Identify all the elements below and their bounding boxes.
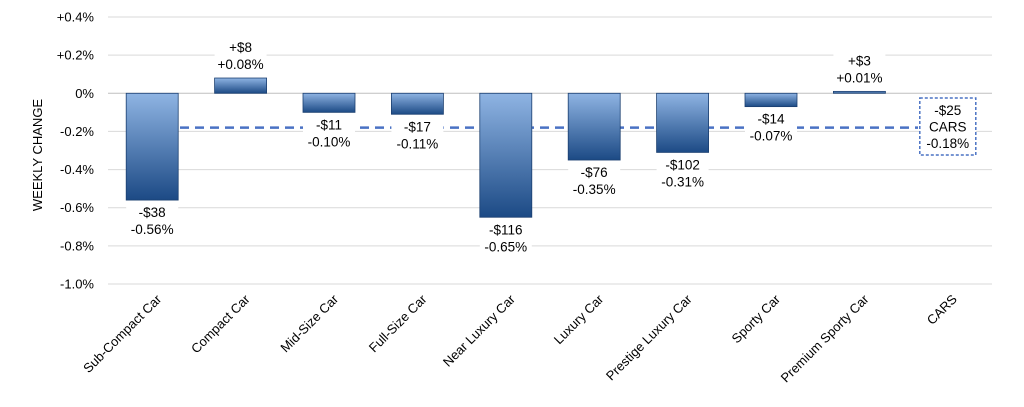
reference-label-line: CARS <box>929 120 967 135</box>
y-tick-label: -1.0% <box>60 277 94 292</box>
data-label-dollar: +$3 <box>848 53 871 68</box>
bars <box>125 77 886 218</box>
data-label-dollar: -$14 <box>757 112 785 127</box>
bar-premium-sporty-car <box>833 90 886 94</box>
x-category-label: Full-Size Car <box>366 291 430 355</box>
data-labels: -$38 -0.56% +$8 +0.08% -$11 -0.10% -$17 -0.11% -… <box>126 39 977 256</box>
y-tick-label: -0.8% <box>60 238 94 253</box>
data-label-percent: -0.31% <box>661 174 704 189</box>
y-tick-label: +0.4% <box>57 10 95 25</box>
data-label-percent: +0.01% <box>836 70 882 85</box>
data-label-dollar: -$17 <box>404 119 431 134</box>
reference-label-line: -$25 <box>934 103 961 118</box>
data-label-dollar: -$38 <box>139 205 166 220</box>
bar-sub-compact-car <box>125 92 179 201</box>
data-label-background <box>479 221 532 256</box>
data-label-dollar: -$76 <box>581 165 608 180</box>
data-label-percent: -0.56% <box>131 222 174 237</box>
bar-near-luxury-car <box>479 92 533 218</box>
x-category-label: Prestige Luxury Car <box>603 291 695 383</box>
reference-label-box <box>919 97 977 156</box>
bar-luxury-car <box>567 92 621 161</box>
data-label-dollar: -$102 <box>665 157 700 172</box>
x-category-label: Compact Car <box>188 291 253 356</box>
x-category-label: Luxury Car <box>551 291 607 347</box>
x-category-label: Sub-Compact Car <box>80 291 165 376</box>
bar-compact-car <box>214 77 268 94</box>
x-category-label: CARS <box>924 291 960 327</box>
data-label-background <box>214 39 267 74</box>
data-label-background <box>833 52 886 87</box>
y-tick-label: 0% <box>75 86 94 101</box>
data-label-background <box>391 118 444 153</box>
x-category-label: Near Luxury Car <box>440 291 519 370</box>
data-label-background <box>303 116 355 151</box>
bar-mid-size-car <box>302 92 356 113</box>
y-tick-label: +0.2% <box>57 48 95 63</box>
data-label-percent: -0.11% <box>397 136 439 151</box>
x-category-label: Premium Sporty Car <box>778 291 872 385</box>
bar-sporty-car <box>744 92 798 108</box>
data-label-percent: -0.65% <box>484 239 527 254</box>
data-label-background <box>126 204 179 239</box>
x-category-label: Mid-Size Car <box>277 291 341 355</box>
data-label-dollar: -$116 <box>489 222 523 237</box>
x-category-label: Sporty Car <box>729 291 784 346</box>
y-tick-label: -0.6% <box>60 200 94 215</box>
data-label-percent: -0.10% <box>308 134 351 149</box>
bar-full-size-car <box>390 92 444 115</box>
y-tick-label: -0.4% <box>60 162 94 177</box>
data-label-dollar: -$11 <box>316 117 342 132</box>
bar-prestige-luxury-car <box>656 92 709 153</box>
data-label-percent: +0.08% <box>218 57 264 72</box>
data-label-background <box>745 110 797 145</box>
data-label-dollar: +$8 <box>229 40 252 55</box>
y-axis-label: WEEKLY CHANGE <box>30 99 45 212</box>
data-label-percent: -0.35% <box>573 182 616 197</box>
y-tick-label: -0.2% <box>60 124 94 139</box>
data-label-percent: -0.07% <box>750 129 793 144</box>
data-label-background <box>568 164 621 199</box>
data-label-background <box>656 156 709 191</box>
reference-label-line: -0.18% <box>926 136 969 151</box>
